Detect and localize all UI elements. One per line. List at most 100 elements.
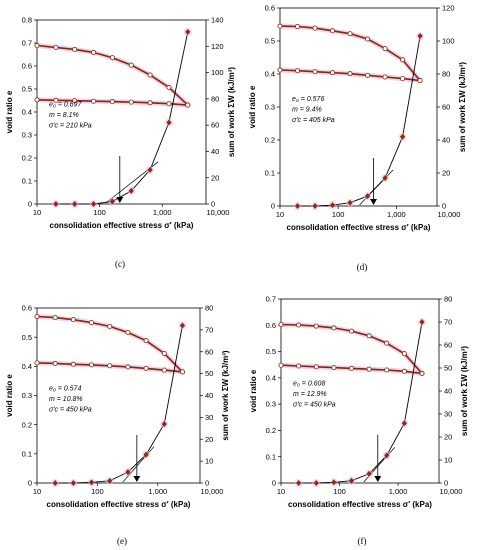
compression-point: [347, 31, 353, 37]
unloading-point: [295, 68, 301, 74]
y-tick-label: 0.4: [22, 108, 32, 117]
y2-axis-label: sum of work ΣW (kJ/m³): [227, 67, 236, 157]
y-tick-label: 0.5: [265, 37, 275, 46]
y-tick-label: 0.6: [266, 321, 276, 330]
compression-point: [91, 49, 97, 55]
unloading-point: [34, 97, 40, 103]
sigma-c-arrowhead: [133, 476, 141, 482]
y-tick-label: 0.1: [265, 169, 275, 178]
y-tick-label: 0.4: [22, 362, 32, 371]
y2-tick-label: 0: [442, 202, 446, 211]
work-point: [90, 201, 97, 207]
y-tick-label: 0.2: [22, 154, 32, 163]
compression-point: [296, 322, 302, 328]
compression-point: [34, 43, 40, 49]
compression-point: [366, 333, 372, 339]
work-point: [72, 201, 78, 207]
x-axis-label: consolidation effective stress σ′ (kPa): [287, 223, 431, 232]
annotation-line: e₀ = 0.574: [49, 385, 81, 392]
y-tick-label: 0.2: [265, 136, 275, 145]
y2-tick-label: 50: [444, 364, 452, 373]
x-tick-label: 100: [93, 208, 106, 217]
unloading-point: [277, 67, 283, 73]
y2-tick-label: 20: [211, 173, 219, 182]
y-axis-label: void ratio e: [5, 374, 14, 417]
y-axis-label: void ratio e: [249, 369, 258, 412]
x-tick-label: 10: [277, 487, 285, 496]
x-tick-label: 100: [333, 487, 346, 496]
annotation-line: σ′c = 210 kPa: [49, 122, 92, 129]
compression-point: [312, 25, 318, 31]
y2-tick-label: 40: [211, 147, 219, 156]
unloading-point: [147, 100, 153, 106]
x-tick-label: 10,000: [207, 208, 230, 217]
y-tick-label: 0: [28, 200, 32, 209]
curve-highlight: [34, 43, 191, 108]
panel-label: (e): [117, 536, 127, 546]
compression-point: [70, 317, 76, 323]
compression-point: [143, 338, 149, 344]
work-point: [161, 420, 167, 427]
sigma-c-arrowhead: [374, 476, 382, 482]
unloading-point: [384, 367, 390, 373]
work-point: [52, 480, 58, 486]
unloading-point: [296, 363, 302, 369]
work-point: [185, 28, 191, 35]
annotation-line: σ′c = 450 kPa: [49, 406, 92, 413]
unloading-point: [330, 70, 336, 76]
unloading-point: [107, 363, 113, 369]
y2-tick-label: 30: [205, 413, 213, 422]
unloading-point: [166, 101, 172, 107]
work-point: [125, 469, 131, 476]
compression-point: [107, 323, 113, 329]
unloading-point: [185, 102, 191, 108]
y2-axis-label: sum of work ΣW (kJ/m³): [458, 62, 467, 152]
unloading-point: [52, 360, 58, 366]
y-tick-label: 0.4: [265, 70, 275, 79]
y2-tick-label: 0: [211, 200, 215, 209]
y-tick-label: 0.1: [22, 177, 32, 186]
y2-tick-label: 60: [442, 103, 450, 112]
y2-tick-label: 70: [205, 325, 213, 334]
compression-point: [330, 28, 336, 34]
y2-axis-label: sum of work ΣW (kJ/m³): [460, 346, 469, 436]
y2-tick-label: 0: [444, 479, 448, 488]
compression-point: [295, 23, 301, 29]
compression-point: [109, 55, 115, 61]
y2-tick-label: 80: [205, 304, 213, 313]
panel-c: 10 100 1,000 10,00000.10.20.30.40.50.60.70.…: [5, 16, 236, 269]
unloading-point: [72, 98, 78, 104]
work-point: [296, 480, 302, 486]
unloading-point: [400, 76, 406, 82]
unloading-point: [125, 364, 131, 370]
y2-tick-label: 10: [444, 456, 452, 465]
x-tick-label: 10,000: [438, 210, 461, 219]
unloading-point: [331, 365, 337, 371]
annotation-line: e₀ = 0.697: [49, 101, 82, 108]
y2-tick-label: 40: [444, 387, 452, 396]
compression-point: [277, 23, 283, 29]
y-tick-label: 0.6: [22, 62, 32, 71]
work-point: [147, 166, 153, 173]
work-point: [70, 480, 76, 486]
y2-tick-label: 40: [442, 136, 450, 145]
y-axis-label: void ratio e: [248, 85, 257, 128]
unloading-point: [382, 74, 388, 80]
x-tick-label: 10: [33, 208, 41, 217]
work-point: [128, 187, 134, 194]
x-tick-label: 10,000: [440, 487, 463, 496]
y-tick-label: 0: [271, 202, 275, 211]
unloading-point: [419, 370, 425, 376]
work-point: [179, 322, 186, 329]
y2-tick-label: 120: [442, 4, 455, 13]
y2-tick-label: 70: [444, 318, 452, 327]
work-point: [109, 198, 115, 205]
unloading-point: [34, 360, 40, 366]
unloading-point: [312, 69, 318, 75]
work-point: [382, 174, 388, 181]
y-tick-label: 0.4: [266, 373, 276, 382]
y-tick-label: 0.3: [266, 400, 276, 409]
x-tick-label: 100: [332, 210, 345, 219]
compression-point: [313, 323, 319, 329]
x-axis-label: consolidation effective stress σ′ (kPa): [288, 500, 432, 509]
